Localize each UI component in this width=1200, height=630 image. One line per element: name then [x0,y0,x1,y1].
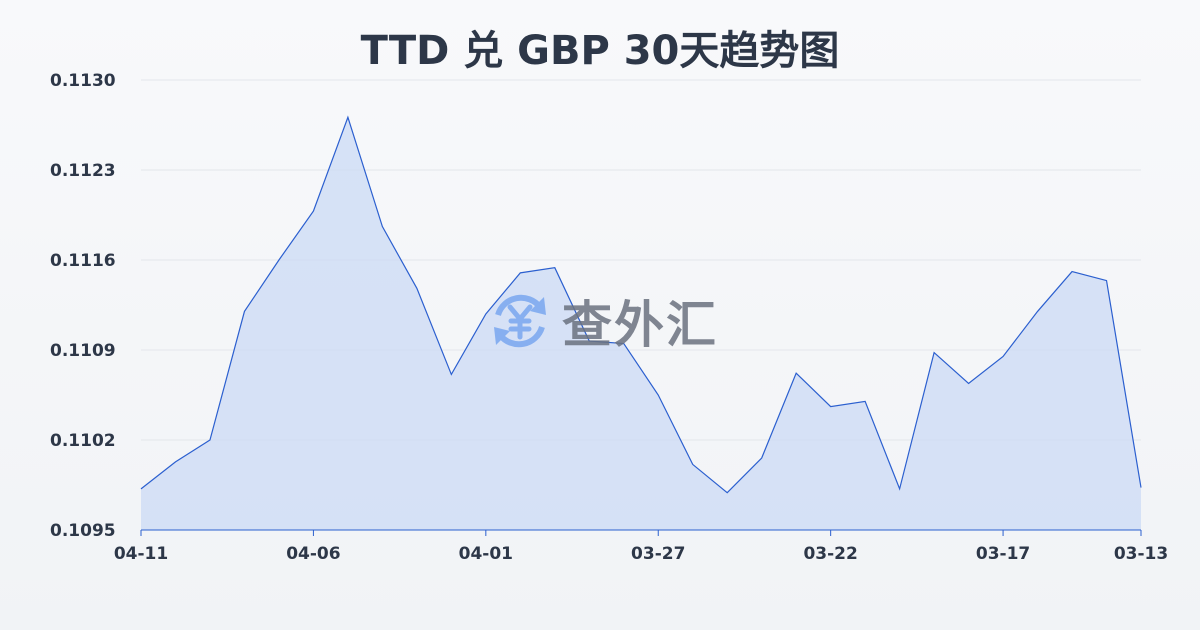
x-tick-label: 04-11 [114,544,168,564]
watermark-text: 查外汇 [562,296,718,354]
y-tick-label: 0.1116 [50,251,116,271]
x-tick-label: 04-06 [286,544,340,564]
y-tick-label: 0.1109 [50,341,116,361]
x-tick-label: 04-01 [459,544,513,564]
x-tick-label: 03-17 [976,544,1030,564]
y-tick-label: 0.1102 [50,431,116,451]
x-tick-label: 03-22 [803,544,857,564]
chart-title: TTD 兑 GBP 30天趋势图 [360,28,840,74]
series-line [140,115,1142,494]
area-fill [141,117,1141,531]
y-tick-label: 0.1130 [50,71,116,91]
watermark: 查外汇 [488,285,718,357]
x-tick-label: 03-27 [631,544,685,564]
y-tick-label: 0.1123 [50,161,116,181]
y-tick-label: 0.1095 [50,521,116,541]
x-tick-label: 03-13 [1114,544,1168,564]
yen-exchange-icon [494,294,546,348]
